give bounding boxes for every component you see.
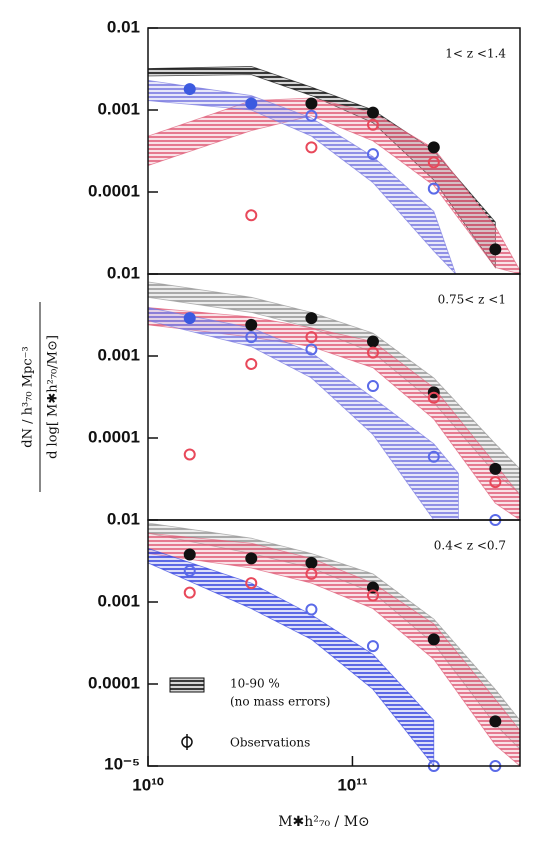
data-point xyxy=(366,346,379,359)
data-point xyxy=(366,148,379,161)
data-point xyxy=(245,331,258,344)
band xyxy=(148,307,459,520)
data-point xyxy=(183,83,196,96)
y-axis-label-denominator: d log[ M✱h²₇₀/M⊙] xyxy=(46,335,61,459)
data-point xyxy=(305,556,318,569)
panel-annotation: 0.4< z <0.7 xyxy=(434,539,506,553)
y-tick-label: 0.001 xyxy=(97,591,140,610)
data-point xyxy=(427,633,440,646)
data-point xyxy=(366,335,379,348)
plot-area xyxy=(148,522,520,766)
data-point xyxy=(245,318,258,331)
y-tick-label: 0.0001 xyxy=(88,427,140,446)
y-tick-label: 0.01 xyxy=(107,17,140,36)
data-point xyxy=(427,182,440,195)
legend-label: 10-90 % xyxy=(230,677,280,691)
data-point xyxy=(183,312,196,325)
y-tick-label: 0.0001 xyxy=(88,181,140,200)
data-point xyxy=(427,141,440,154)
plot-area xyxy=(148,281,520,520)
band xyxy=(148,79,457,274)
panel-annotation: 0.75< z <1 xyxy=(438,293,506,307)
y-tick-label: 0.001 xyxy=(97,99,140,118)
data-point xyxy=(366,589,379,602)
data-point xyxy=(305,97,318,110)
data-point xyxy=(427,156,440,169)
data-point xyxy=(305,109,318,122)
band xyxy=(148,97,520,274)
data-point xyxy=(366,106,379,119)
data-point xyxy=(183,586,196,599)
data-point xyxy=(245,97,258,110)
data-point xyxy=(305,331,318,344)
data-point xyxy=(489,243,502,256)
data-point xyxy=(183,548,196,561)
data-point xyxy=(366,118,379,131)
data-point xyxy=(245,209,258,222)
data-point xyxy=(245,357,258,370)
data-point xyxy=(427,391,440,404)
y-tick-label: 0.01 xyxy=(107,263,140,282)
data-point xyxy=(305,603,318,616)
data-point xyxy=(183,564,196,577)
data-point xyxy=(305,312,318,325)
band xyxy=(148,281,520,495)
data-point xyxy=(245,577,258,590)
y-tick-label: 0.0001 xyxy=(88,673,140,692)
legend-swatch xyxy=(169,677,205,693)
y-tick-label: 10⁻⁵ xyxy=(104,754,140,773)
data-point xyxy=(489,476,502,489)
data-point xyxy=(183,448,196,461)
data-point xyxy=(245,552,258,565)
band xyxy=(148,548,435,766)
x-tick-label: 10¹⁰ xyxy=(132,775,164,794)
y-tick-label: 0.001 xyxy=(97,345,140,364)
panel-annotation: 1< z <1.4 xyxy=(445,47,506,61)
legend-note: (no mass errors) xyxy=(230,695,331,709)
y-axis-label-numerator: dN / h³₇₀ Mpc⁻³ xyxy=(21,346,36,447)
y-axis-label: dN / h³₇₀ Mpc⁻³ d log[ M✱h²₇₀/M⊙] xyxy=(21,302,61,492)
plot-area xyxy=(148,66,520,274)
data-point xyxy=(366,380,379,393)
data-point xyxy=(427,450,440,463)
axes-frame xyxy=(147,519,521,767)
data-point xyxy=(305,567,318,580)
x-tick-label: 10¹¹ xyxy=(337,775,368,794)
y-tick-label: 0.01 xyxy=(107,509,140,528)
data-point xyxy=(489,715,502,728)
legend-label: Observations xyxy=(230,736,310,750)
data-point xyxy=(366,640,379,653)
data-point xyxy=(489,462,502,475)
data-point xyxy=(305,141,318,154)
x-axis-label: M✱h²₇₀ / M⊙ xyxy=(278,814,370,830)
data-point xyxy=(305,343,318,356)
